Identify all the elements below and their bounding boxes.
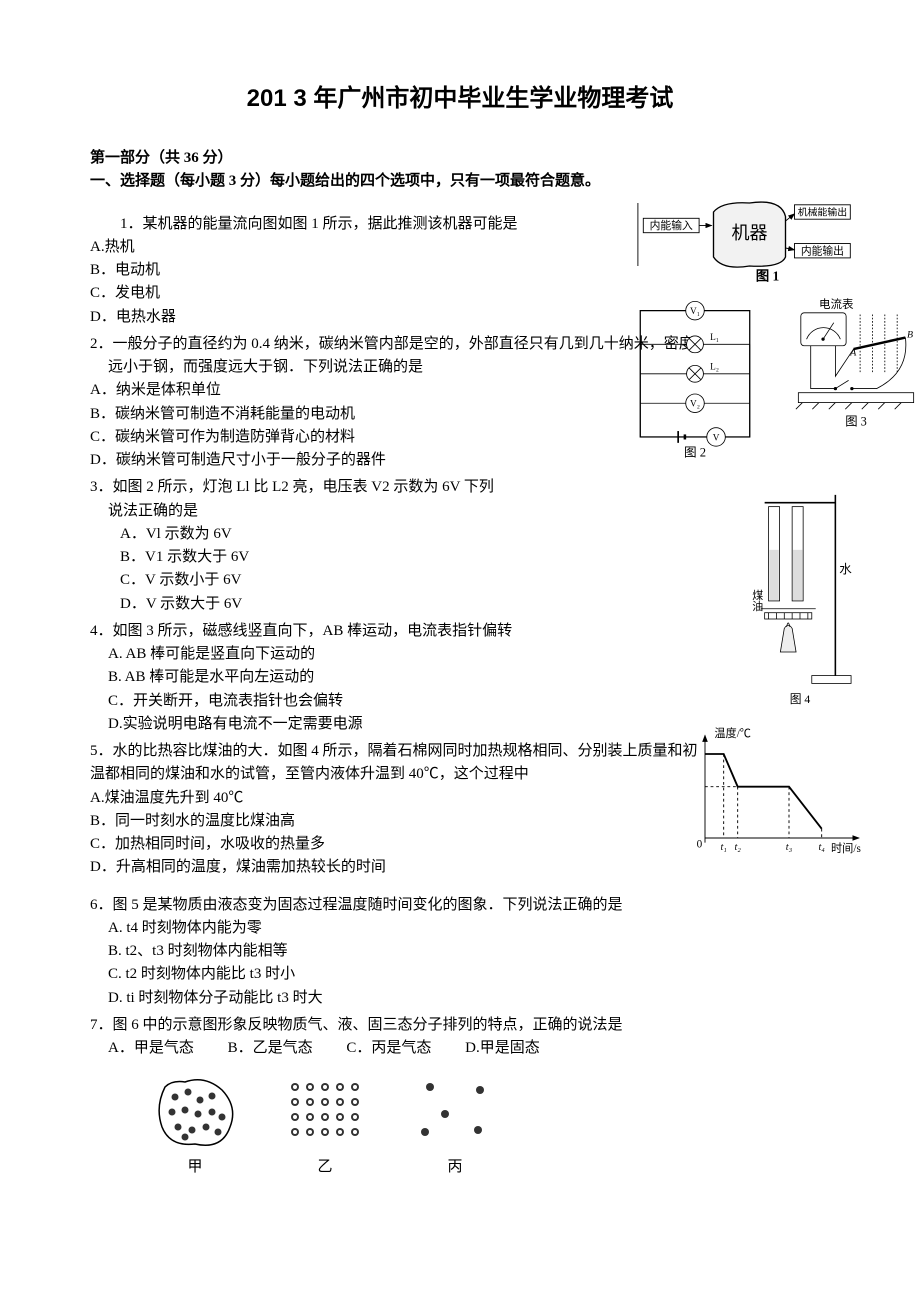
questions: 1．某机器的能量流向图如图 1 所示，据此推测该机器可能是 A.热机 B．电动机… xyxy=(90,194,600,1180)
q6-stem: 6．图 5 是某物质由液态变为固态过程温度随时间变化的图象．下列说法正确的是 xyxy=(90,894,650,917)
q3-a: A．Vl 示数为 6V xyxy=(90,523,600,546)
figure-5: 温度/℃ 时间/s 0 t₁ t₂ t₃ t₄ xyxy=(675,726,875,874)
molec-yi-label: 乙 xyxy=(280,1156,370,1179)
q7-stem: 7．图 6 中的示意图形象反映物质气、液、固三态分子排列的特点，正确的说法是 xyxy=(90,1014,830,1037)
molec-bing: 丙 xyxy=(410,1072,500,1179)
fig3-b: B xyxy=(907,329,913,340)
figure-3: 电流表 A B xyxy=(781,298,920,466)
fig2-v2: V₂ xyxy=(690,400,700,410)
q4-c: C．开关断开，电流表指针也会偏转 xyxy=(90,690,600,713)
q7-a: A．甲是气态 xyxy=(108,1037,194,1060)
q6-d: D. ti 时刻物体分子动能比 t3 时大 xyxy=(90,987,600,1010)
molec-yi: 乙 xyxy=(280,1072,370,1179)
figure-4: 煤油 水 图 4 xyxy=(725,472,875,730)
fig2-v1: V₁ xyxy=(690,307,700,317)
fig1-out1-label: 机械能输出 xyxy=(798,205,847,218)
fig1-out2-label: 内能输出 xyxy=(801,244,844,257)
fig2-l1: L₁ xyxy=(710,333,719,343)
q6-a: A. t4 时刻物体内能为零 xyxy=(90,917,600,940)
molec-jia: 甲 xyxy=(150,1072,240,1179)
q1-b: B．电动机 xyxy=(90,259,600,282)
question-7: 7．图 6 中的示意图形象反映物质气、液、固三态分子排列的特点，正确的说法是 A… xyxy=(90,1014,830,1061)
fig4-water: 水 xyxy=(839,563,852,577)
part-1-header: 第一部分（共 36 分） xyxy=(90,147,830,170)
fig3-title: 电流表 xyxy=(819,298,854,311)
fig5-o: 0 xyxy=(697,839,703,851)
q3-stem1: 3．如图 2 所示，灯泡 Ll 比 L2 亮，电压表 V2 示数为 6V 下列 xyxy=(90,476,600,499)
q7-d: D.甲是固态 xyxy=(465,1037,540,1060)
q7-c: C．丙是气态 xyxy=(346,1037,431,1060)
question-4: 4．如图 3 所示，磁感线竖直向下，AB 棒运动，电流表指针偏转 A. AB 棒… xyxy=(90,620,600,736)
q6-c: C. t2 时刻物体内能比 t3 时小 xyxy=(90,963,600,986)
q1-d: D．电热水器 xyxy=(90,306,600,329)
fig4-oil: 煤油 xyxy=(751,589,764,611)
molec-bing-label: 丙 xyxy=(410,1156,500,1179)
q1-c: C．发电机 xyxy=(90,282,600,305)
fig2-caption: 图 2 xyxy=(684,445,706,458)
fig5-ylabel: 温度/℃ xyxy=(714,727,751,741)
fig5-t2: t₂ xyxy=(734,843,741,854)
figure-6-molecules: 甲 xyxy=(90,1072,600,1179)
fig5-t3: t₃ xyxy=(786,843,793,854)
q4-d: D.实验说明电路有电流不一定需要电源 xyxy=(90,713,600,736)
fig2-v: V xyxy=(713,433,720,443)
exam-title: 201 3 年广州市初中毕业生学业物理考试 xyxy=(90,80,830,117)
molec-jia-label: 甲 xyxy=(150,1156,240,1179)
fig5-xlabel: 时间/s xyxy=(831,842,861,855)
q4-stem: 4．如图 3 所示，磁感线竖直向下，AB 棒运动，电流表指针偏转 xyxy=(90,620,600,643)
figure-2: V₁ L₁ L₂ V₂ xyxy=(615,298,775,466)
fig2-l2: L₂ xyxy=(710,363,719,373)
fig1-caption: 图 1 xyxy=(756,268,780,283)
figure-column: 机器 内能输入 机械能输出 内能输出 图 1 xyxy=(615,194,875,881)
q3-stem2: 说法正确的是 xyxy=(90,500,600,523)
fig4-caption: 图 4 xyxy=(790,693,811,706)
fig1-box-label: 机器 xyxy=(732,223,768,243)
fig3-caption: 图 3 xyxy=(845,415,867,429)
q6-b: B. t2、t3 时刻物体内能相等 xyxy=(90,940,600,963)
question-6: 6．图 5 是某物质由液态变为固态过程温度随时间变化的图象．下列说法正确的是 A… xyxy=(90,894,600,1010)
fig5-t1: t₁ xyxy=(720,843,726,854)
section-1-header: 一、选择题（每小题 3 分）每小题给出的四个选项中，只有一项最符合题意。 xyxy=(90,170,830,193)
figure-1: 机器 内能输入 机械能输出 内能输出 图 1 xyxy=(615,194,875,292)
q1-stem: 1．某机器的能量流向图如图 1 所示，据此推测该机器可能是 xyxy=(90,213,600,236)
q3-d: D．V 示数大于 6V xyxy=(90,593,600,616)
question-3: 3．如图 2 所示，灯泡 Ll 比 L2 亮，电压表 V2 示数为 6V 下列 … xyxy=(90,476,600,616)
question-1: 1．某机器的能量流向图如图 1 所示，据此推测该机器可能是 A.热机 B．电动机… xyxy=(90,213,600,329)
q7-b: B．乙是气态 xyxy=(228,1037,313,1060)
q4-a: A. AB 棒可能是竖直向下运动的 xyxy=(90,643,600,666)
q4-b: B. AB 棒可能是水平向左运动的 xyxy=(90,666,600,689)
q3-c: C．V 示数小于 6V xyxy=(90,569,600,592)
q3-b: B．V1 示数大于 6V xyxy=(90,546,600,569)
q7-options: A．甲是气态 B．乙是气态 C．丙是气态 D.甲是固态 xyxy=(90,1037,830,1060)
fig1-in-label: 内能输入 xyxy=(650,219,693,232)
q1-a: A.热机 xyxy=(90,236,600,259)
fig5-t4: t₄ xyxy=(818,843,825,854)
